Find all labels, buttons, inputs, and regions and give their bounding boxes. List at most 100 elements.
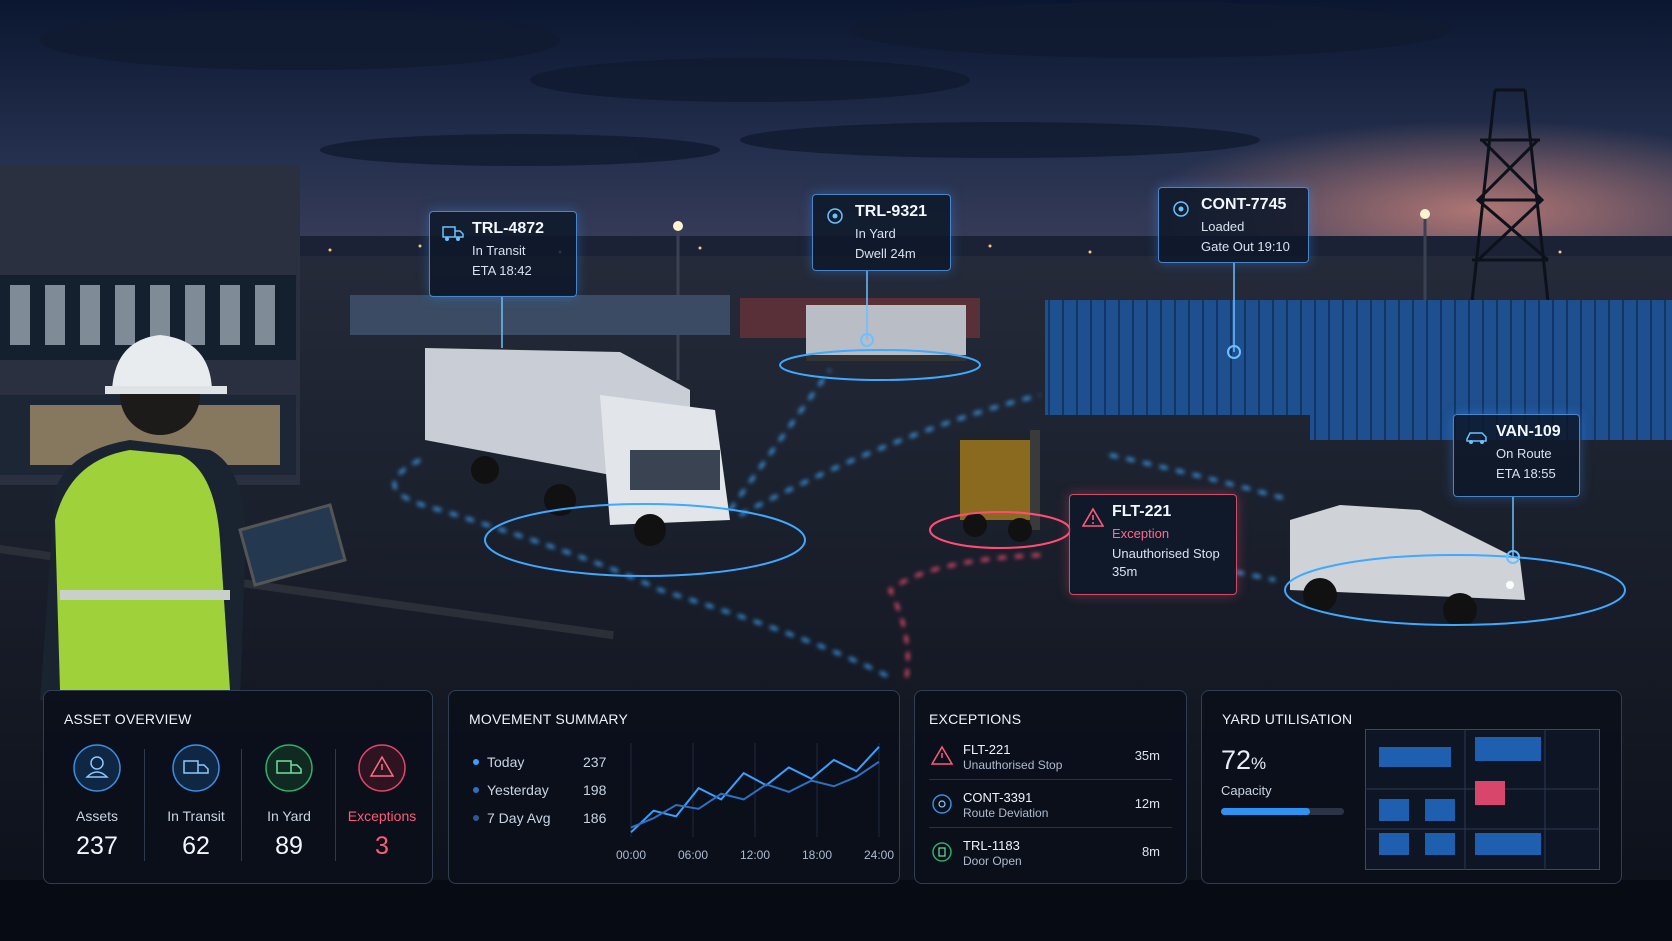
exception-time: 8m — [1141, 844, 1160, 859]
warning-icon — [931, 745, 953, 765]
callout[interactable]: CONT-7745 Loaded Gate Out 19:10 — [1158, 187, 1309, 263]
stat-value: 237 — [76, 832, 118, 860]
divider — [241, 749, 242, 861]
x-tick-label: 24:00 — [864, 848, 894, 862]
capacity-value: 72 — [1221, 745, 1252, 775]
capacity-track — [1221, 808, 1344, 815]
legend-value: 237 — [583, 754, 607, 770]
exception-id: TRL-1183 — [963, 838, 1020, 853]
capacity-unit: % — [1251, 754, 1267, 773]
capacity-bar — [1221, 808, 1310, 815]
asset-id: FLT-221 — [1112, 503, 1172, 520]
bottom-strip — [0, 880, 1672, 941]
route-icon — [932, 794, 952, 814]
series-line — [630, 746, 880, 834]
exception-row[interactable]: TRL-1183 Door Open 8m — [929, 829, 1172, 875]
clouds — [40, 2, 1450, 166]
callout[interactable]: VAN-109 On Route ETA 18:55 — [1453, 414, 1580, 497]
exception-row[interactable]: FLT-221 Unauthorised Stop 35m — [929, 733, 1172, 780]
stat[interactable]: In Yard 89 — [244, 743, 334, 861]
asset-detail: ETA 18:55 — [1496, 466, 1556, 481]
legend-dot — [473, 759, 479, 765]
exception-detail: Route Deviation — [963, 806, 1049, 820]
trailer-trl-9321 — [806, 305, 966, 361]
legend-label: Yesterday — [487, 782, 549, 798]
asset-status: In Transit — [472, 243, 526, 258]
movement-summary-panel: MOVEMENT SUMMARY Today 237 Yesterday 198… — [448, 690, 900, 884]
panel-title: YARD UTILISATION — [1222, 711, 1353, 727]
stat-label: In Transit — [167, 808, 225, 824]
yard-map — [1365, 729, 1600, 870]
callout-leaders — [501, 263, 1514, 557]
stat-value: 3 — [375, 832, 389, 860]
asset-status: In Yard — [855, 226, 896, 241]
stat[interactable]: Assets 237 — [52, 743, 142, 861]
stat-value: 89 — [275, 832, 303, 860]
warning-icon — [1082, 507, 1104, 527]
asset-detail: Unauthorised Stop — [1112, 546, 1220, 561]
door-icon — [932, 842, 952, 862]
asset-id: TRL-9321 — [855, 203, 928, 220]
asset-detail: ETA 18:42 — [472, 263, 532, 278]
transit-icon — [172, 744, 220, 792]
asset-id: TRL-4872 — [472, 220, 545, 237]
exception-time: 35m — [1134, 748, 1160, 763]
exception-icon — [358, 744, 406, 792]
exception-row[interactable]: CONT-3391 Route Deviation 12m — [929, 781, 1172, 828]
stat-label: Assets — [75, 808, 118, 824]
exception-detail: Door Open — [963, 854, 1022, 868]
exception-path — [888, 553, 1041, 686]
x-tick-label: 12:00 — [740, 848, 770, 862]
pin-icon — [827, 208, 843, 224]
legend-value: 186 — [583, 810, 607, 826]
forklift — [960, 430, 1040, 542]
legend-dot — [473, 815, 479, 821]
exception-time: 12m — [1134, 796, 1160, 811]
map-blocks — [1379, 737, 1541, 855]
asset-rings — [484, 349, 1626, 626]
panel-title: EXCEPTIONS — [929, 711, 1022, 727]
asset-detail: Gate Out 19:10 — [1201, 239, 1290, 254]
exception-detail: Unauthorised Stop — [963, 758, 1063, 772]
x-tick-label: 00:00 — [616, 848, 646, 862]
yard-utilisation-panel: YARD UTILISATION 72% Capacity — [1201, 690, 1622, 884]
legend-dot — [473, 787, 479, 793]
legend-label: Today — [487, 754, 525, 770]
asset-id: CONT-7745 — [1201, 196, 1287, 213]
pickup-van-109 — [1290, 505, 1525, 627]
exceptions-panel: EXCEPTIONS FLT-221 Unauthorised Stop 35m… — [914, 690, 1187, 884]
divider — [335, 749, 336, 861]
truck-trl-4872 — [425, 348, 730, 546]
asset-pins — [860, 333, 1520, 564]
assets-icon — [73, 744, 121, 792]
x-tick-label: 06:00 — [678, 848, 708, 862]
panel-title: ASSET OVERVIEW — [64, 711, 192, 727]
warehouse — [0, 165, 300, 485]
movement-chart: 00:00 06:00 12:00 18:00 24:00 — [616, 743, 894, 862]
asset-id: VAN-109 — [1496, 423, 1561, 440]
stat[interactable]: In Transit 62 — [151, 743, 241, 861]
stat[interactable]: Exceptions 3 — [337, 743, 427, 861]
asset-duration: 35m — [1112, 564, 1138, 579]
asset-overview-panel: ASSET OVERVIEW Assets 237 In Transit 62 … — [43, 690, 433, 884]
callout[interactable]: TRL-9321 In Yard Dwell 24m — [812, 194, 951, 271]
asset-status: Loaded — [1201, 219, 1245, 234]
legend-label: 7 Day Avg — [487, 810, 551, 826]
callout[interactable]: TRL-4872 In Transit ETA 18:42 — [429, 211, 577, 297]
asset-status: On Route — [1496, 446, 1552, 461]
route-paths — [392, 369, 1291, 682]
callout-exception[interactable]: FLT-221 Exception Unauthorised Stop 35m — [1069, 494, 1237, 595]
pylon — [1468, 88, 1552, 321]
yard-icon — [265, 744, 313, 792]
stat-value: 62 — [182, 832, 210, 860]
capacity-readout: 72% — [1221, 745, 1266, 776]
series-line — [630, 760, 880, 829]
map-exception-zone — [1475, 781, 1505, 805]
truck-icon — [442, 226, 464, 241]
x-tick-label: 18:00 — [802, 848, 832, 862]
stat-label: Exceptions — [347, 808, 417, 824]
pin-icon — [1173, 201, 1189, 217]
van-icon — [1466, 432, 1487, 444]
